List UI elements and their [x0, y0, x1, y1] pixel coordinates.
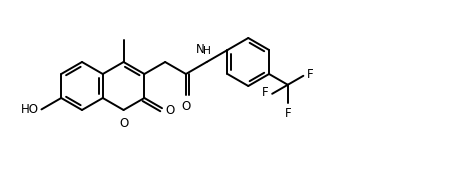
- Text: F: F: [285, 107, 291, 120]
- Text: F: F: [307, 68, 314, 81]
- Text: HO: HO: [20, 103, 39, 116]
- Text: O: O: [119, 117, 128, 130]
- Text: N: N: [196, 43, 205, 56]
- Text: F: F: [261, 86, 268, 99]
- Text: O: O: [181, 100, 190, 113]
- Text: O: O: [165, 104, 174, 117]
- Text: H: H: [203, 46, 211, 56]
